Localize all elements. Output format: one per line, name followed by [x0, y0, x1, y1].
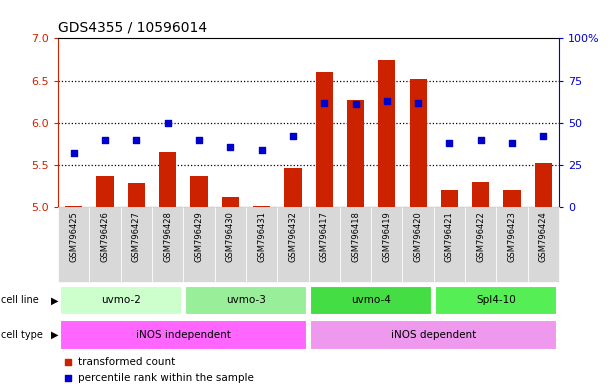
Point: [320, 99, 329, 106]
Text: GSM796431: GSM796431: [257, 211, 266, 262]
Text: GSM796418: GSM796418: [351, 211, 360, 262]
Text: GSM796423: GSM796423: [508, 211, 516, 262]
FancyBboxPatch shape: [60, 286, 181, 315]
Bar: [191, 176, 208, 207]
FancyBboxPatch shape: [434, 207, 465, 282]
Bar: [472, 182, 489, 207]
Point: [163, 120, 172, 126]
Text: GSM796429: GSM796429: [194, 211, 203, 262]
Point: [351, 101, 360, 108]
Text: GSM796426: GSM796426: [101, 211, 109, 262]
FancyBboxPatch shape: [465, 207, 496, 282]
Point: [507, 140, 517, 146]
Point: [382, 98, 392, 104]
Text: GDS4355 / 10596014: GDS4355 / 10596014: [58, 21, 207, 35]
FancyBboxPatch shape: [185, 286, 307, 315]
Text: iNOS dependent: iNOS dependent: [391, 330, 477, 340]
Text: ▶: ▶: [51, 330, 58, 340]
Point: [538, 133, 548, 139]
Point: [395, 310, 404, 316]
Bar: [503, 190, 521, 207]
Bar: [378, 60, 395, 207]
Text: GSM796425: GSM796425: [69, 211, 78, 262]
Bar: [128, 183, 145, 207]
Bar: [316, 72, 333, 207]
Bar: [347, 100, 364, 207]
FancyBboxPatch shape: [152, 207, 183, 282]
Text: cell type: cell type: [1, 330, 43, 340]
FancyBboxPatch shape: [340, 207, 371, 282]
Point: [288, 133, 298, 139]
FancyBboxPatch shape: [528, 207, 559, 282]
Bar: [159, 152, 176, 207]
Bar: [284, 168, 301, 207]
Bar: [253, 206, 270, 207]
Text: transformed count: transformed count: [78, 358, 175, 367]
Bar: [97, 176, 114, 207]
Point: [476, 137, 486, 143]
Bar: [65, 206, 82, 207]
Text: ▶: ▶: [51, 295, 58, 306]
Text: GSM796428: GSM796428: [163, 211, 172, 262]
Text: iNOS independent: iNOS independent: [136, 330, 231, 340]
Point: [445, 140, 455, 146]
FancyBboxPatch shape: [371, 207, 403, 282]
FancyBboxPatch shape: [310, 320, 557, 350]
FancyBboxPatch shape: [277, 207, 309, 282]
Text: uvmo-2: uvmo-2: [101, 295, 141, 306]
FancyBboxPatch shape: [214, 207, 246, 282]
Bar: [441, 190, 458, 207]
Text: cell line: cell line: [1, 295, 39, 306]
FancyBboxPatch shape: [496, 207, 528, 282]
Point: [100, 137, 110, 143]
Point: [413, 99, 423, 106]
Point: [194, 137, 204, 143]
Point: [69, 150, 79, 156]
Point: [395, 170, 404, 176]
Text: GSM796421: GSM796421: [445, 211, 454, 262]
Text: GSM796430: GSM796430: [226, 211, 235, 262]
Point: [131, 137, 141, 143]
Text: GSM796432: GSM796432: [288, 211, 298, 262]
Text: GSM796420: GSM796420: [414, 211, 423, 262]
FancyBboxPatch shape: [436, 286, 557, 315]
Text: GSM796419: GSM796419: [382, 211, 391, 262]
Point: [257, 147, 266, 153]
Text: GSM796422: GSM796422: [477, 211, 485, 262]
Text: GSM796427: GSM796427: [132, 211, 141, 262]
FancyBboxPatch shape: [58, 207, 89, 282]
FancyBboxPatch shape: [310, 286, 432, 315]
FancyBboxPatch shape: [60, 320, 307, 350]
FancyBboxPatch shape: [309, 207, 340, 282]
FancyBboxPatch shape: [183, 207, 214, 282]
Bar: [535, 162, 552, 207]
Text: GSM796424: GSM796424: [539, 211, 548, 262]
Text: uvmo-4: uvmo-4: [351, 295, 391, 306]
Bar: [409, 79, 426, 207]
FancyBboxPatch shape: [121, 207, 152, 282]
FancyBboxPatch shape: [403, 207, 434, 282]
Text: percentile rank within the sample: percentile rank within the sample: [78, 373, 254, 383]
FancyBboxPatch shape: [246, 207, 277, 282]
FancyBboxPatch shape: [89, 207, 121, 282]
Text: Spl4-10: Spl4-10: [477, 295, 516, 306]
Text: uvmo-3: uvmo-3: [226, 295, 266, 306]
Bar: [222, 197, 239, 207]
Text: GSM796417: GSM796417: [320, 211, 329, 262]
Point: [225, 144, 235, 150]
